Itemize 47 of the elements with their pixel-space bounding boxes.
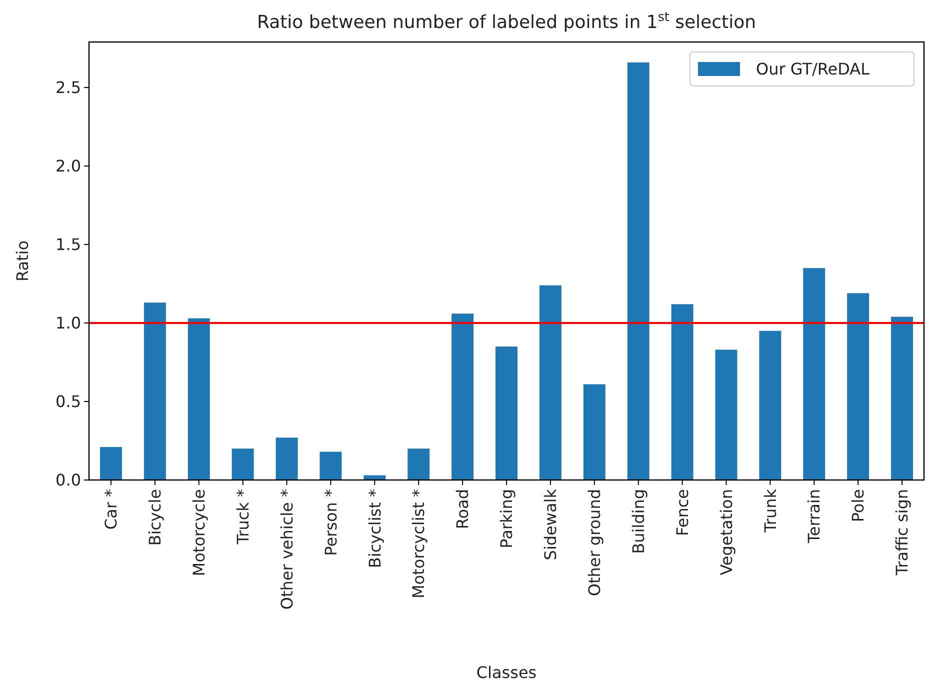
y-tick-label: 0.0: [56, 470, 81, 490]
x-tick-label: Sidewalk: [541, 488, 560, 560]
x-tick-label: Building: [628, 489, 648, 554]
y-tick-label: 2.0: [56, 156, 81, 176]
y-tick-label: 0.5: [56, 392, 81, 412]
bar: [891, 316, 914, 480]
x-tick-label: Truck *: [233, 489, 252, 546]
bar: [715, 350, 738, 480]
bar: [188, 318, 210, 480]
x-tick-label: Motorcyclist *: [409, 489, 428, 599]
bar: [803, 268, 826, 480]
x-tick-label: Vegetation: [716, 489, 736, 576]
bar: [627, 62, 650, 480]
bar: [496, 346, 518, 480]
bar: [452, 314, 474, 480]
x-tick-label: Car *: [102, 489, 121, 530]
x-tick-label: Road: [453, 489, 472, 530]
x-tick-label: Pole: [848, 489, 868, 522]
legend-label: Our GT/ReDAL: [756, 60, 870, 79]
x-tick-label: Bicycle: [146, 489, 165, 546]
bar: [276, 438, 298, 480]
y-tick-label: 1.0: [56, 314, 81, 333]
bar: [232, 448, 254, 480]
x-tick-label: Bicyclist *: [365, 489, 384, 568]
bar: [144, 302, 166, 480]
x-tick-label: Parking: [497, 489, 516, 548]
bar: [100, 447, 122, 480]
x-tick-label: Traffic sign: [892, 489, 912, 576]
x-tick-label: Fence: [672, 489, 692, 536]
x-tick-label: Other vehicle *: [277, 489, 296, 610]
x-tick-label: Terrain: [804, 489, 824, 544]
chart-title: Ratio between number of labeled points in 1$^{st}$ selection: [256, 8, 756, 33]
x-tick-label: Person *: [321, 489, 340, 556]
bar: [671, 304, 694, 480]
y-tick-label: 1.5: [56, 235, 81, 254]
bar: [847, 293, 870, 480]
x-tick-label: Other ground: [584, 489, 604, 596]
x-tick-label: Motorcycle: [189, 489, 208, 576]
y-axis-title: Ratio: [13, 240, 32, 282]
bar: [759, 330, 782, 480]
bar: [408, 448, 430, 480]
bar: [320, 452, 342, 480]
bar: [539, 285, 562, 480]
bar: [583, 384, 606, 480]
x-tick-label: Trunk: [760, 488, 780, 534]
x-axis-title: Classes: [476, 663, 537, 682]
y-tick-label: 2.5: [56, 78, 81, 98]
